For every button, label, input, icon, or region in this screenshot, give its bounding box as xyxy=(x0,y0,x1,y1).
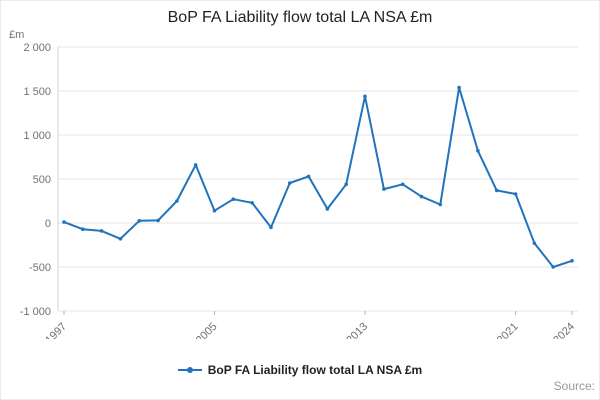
gridlines xyxy=(58,46,578,312)
y-axis-unit-label: £m xyxy=(9,29,25,41)
legend: BoP FA Liability flow total LA NSA £m xyxy=(1,363,599,377)
svg-text:0: 0 xyxy=(45,218,51,230)
svg-text:1997: 1997 xyxy=(43,321,69,339)
line-chart: -1 000 -500 0 500 1 000 1 500 2 000 1997 2005 201… xyxy=(20,42,578,339)
legend-item[interactable]: BoP FA Liability flow total LA NSA £m xyxy=(177,363,423,377)
svg-text:2005: 2005 xyxy=(194,321,220,339)
data-series xyxy=(62,85,574,269)
legend-line-icon xyxy=(177,367,202,373)
svg-text:-500: -500 xyxy=(29,262,51,274)
svg-text:1 500: 1 500 xyxy=(23,86,51,98)
source-label: Source: xyxy=(553,379,595,393)
svg-text:2013: 2013 xyxy=(344,321,370,339)
svg-text:1 000: 1 000 xyxy=(23,130,51,142)
svg-text:2 000: 2 000 xyxy=(23,42,51,54)
svg-text:2024: 2024 xyxy=(551,321,577,339)
y-axis-labels: -1 000 -500 0 500 1 000 1 500 2 000 xyxy=(20,42,51,318)
svg-text:-1 000: -1 000 xyxy=(20,306,51,318)
x-axis-labels: 1997 2005 2013 2021 2024 xyxy=(43,311,577,339)
svg-text:2021: 2021 xyxy=(495,321,521,339)
chart-title: BoP FA Liability flow total LA NSA £m xyxy=(167,9,433,26)
data-line xyxy=(63,86,573,268)
legend-label: BoP FA Liability flow total LA NSA £m xyxy=(207,363,423,377)
svg-text:500: 500 xyxy=(33,174,51,186)
